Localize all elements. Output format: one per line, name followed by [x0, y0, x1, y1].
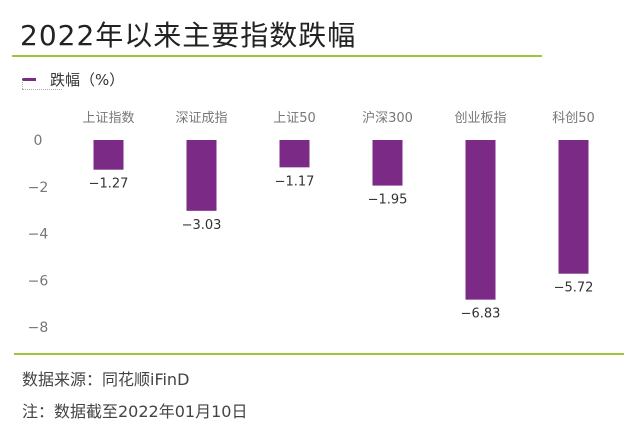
category-label: 沪深300: [362, 110, 413, 126]
bar: [465, 140, 496, 300]
bar: [372, 140, 403, 186]
value-label: −6.83: [461, 307, 501, 322]
data-source: 数据来源：同花顺iFinD: [22, 370, 190, 389]
title-underline: [12, 55, 542, 57]
category-label: 上证50: [273, 111, 316, 126]
legend-swatch: [22, 77, 36, 81]
data-note: 注：数据截至2022年01月10日: [22, 402, 248, 421]
y-tick-label: −8: [28, 320, 49, 336]
value-label: −1.95: [368, 193, 408, 208]
bar: [558, 140, 589, 274]
y-tick-label: −4: [28, 227, 49, 243]
bar: [279, 140, 310, 168]
y-tick-label: −2: [28, 180, 49, 196]
value-label: −5.72: [554, 281, 594, 296]
bar: [186, 140, 217, 211]
y-tick-label: 0: [34, 133, 43, 149]
value-label: −1.17: [275, 174, 315, 189]
category-label: 深证成指: [175, 111, 227, 126]
y-tick-label: −6: [28, 273, 49, 289]
value-label: −3.03: [182, 218, 222, 233]
legend-label: 跌幅（%）: [50, 70, 125, 89]
category-label: 科创50: [552, 111, 595, 126]
category-label: 创业板指: [454, 111, 506, 126]
chart-legend: 跌幅（%）: [22, 68, 124, 90]
bar: [93, 140, 124, 170]
legend-guide-horizontal: [22, 89, 62, 90]
legend-guide-vertical: [22, 78, 23, 89]
bar-chart: 0 −2 −4 −6 −8 上证指数 −1.27 深证成指 −3.03 上证50 −1.17 沪深30…: [28, 110, 595, 336]
value-label: −1.27: [89, 177, 129, 192]
category-label: 上证指数: [82, 111, 134, 126]
footer-rule: [14, 353, 624, 355]
chart-title: 2022年以来主要指数跌幅: [20, 19, 357, 52]
